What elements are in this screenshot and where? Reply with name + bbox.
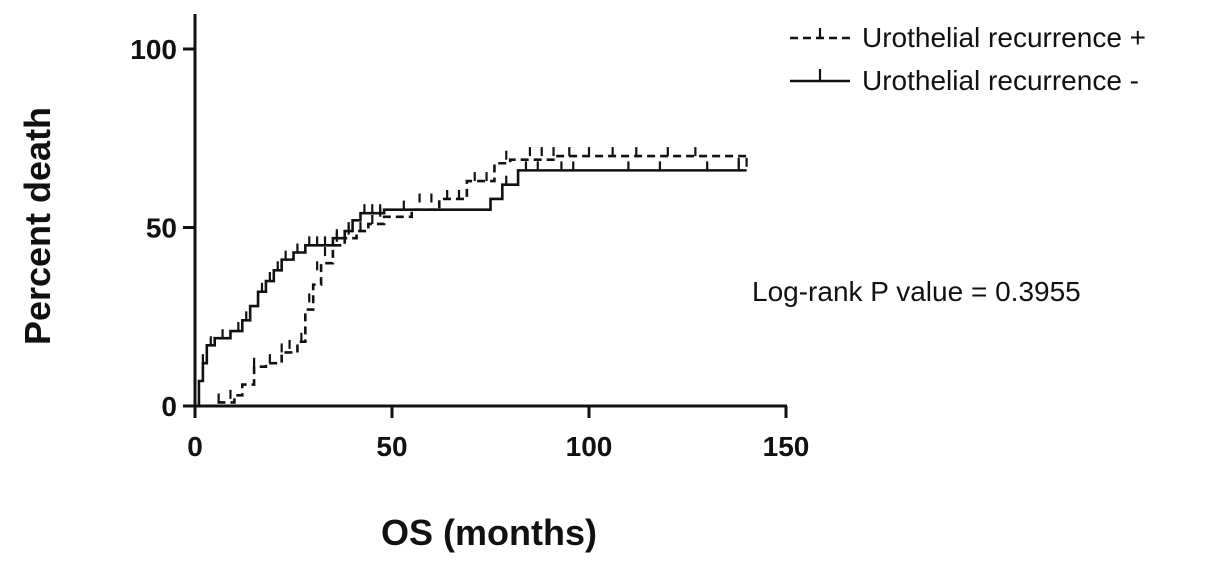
x-tick-label: 150 [763,431,810,462]
legend: Urothelial recurrence + Urothelial recur… [790,22,1146,96]
ticks: 0 50 100 150 0 50 100 [130,34,809,462]
y-axis-title: Percent death [17,107,58,345]
legend-label-negative: Urothelial recurrence - [862,65,1139,96]
x-tick-label: 50 [376,431,407,462]
series-line-positive [195,154,747,408]
logrank-annotation: Log-rank P value = 0.3955 [752,276,1081,307]
legend-item-positive: Urothelial recurrence + [790,22,1146,53]
y-tick-label: 0 [161,391,177,422]
legend-item-negative: Urothelial recurrence - [790,65,1139,96]
x-tick-label: 0 [187,431,203,462]
y-tick-label: 100 [130,34,177,65]
axes [193,14,787,408]
x-tick-label: 100 [566,431,613,462]
series-line-negative [195,169,747,408]
legend-label-positive: Urothelial recurrence + [862,22,1146,53]
x-axis-title: OS (months) [381,512,597,553]
y-tick-label: 50 [146,213,177,244]
curves [195,147,748,408]
